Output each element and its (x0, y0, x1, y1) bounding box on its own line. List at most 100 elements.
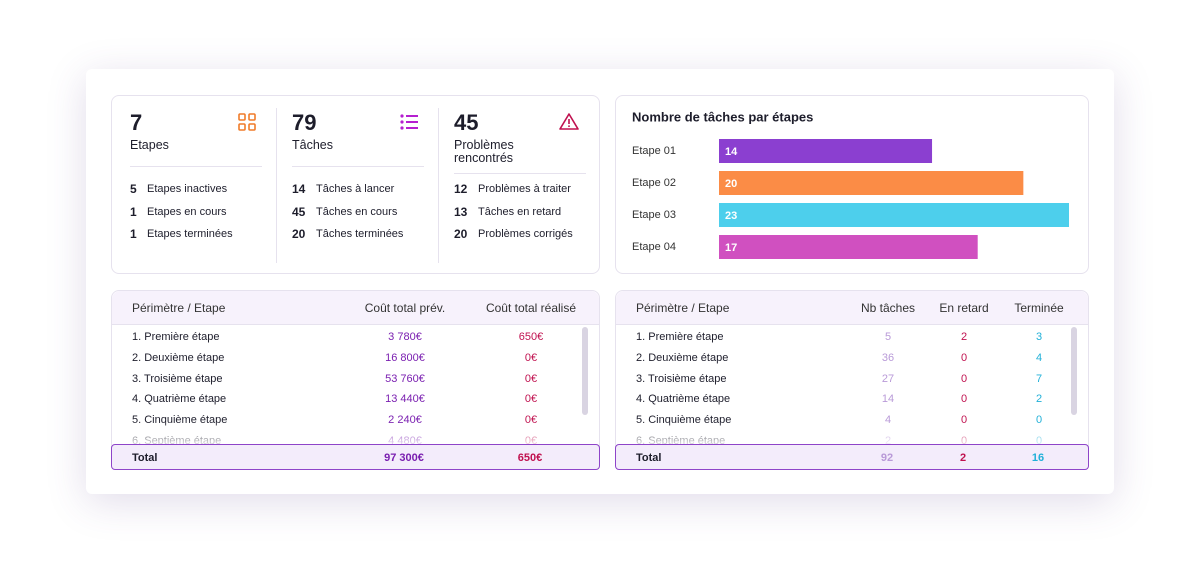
stat-value: 79 (292, 110, 317, 135)
cell: 3. Troisième étape (132, 372, 223, 385)
total-cell: 97 300€ (384, 452, 424, 464)
chart: Nombre de tâches par étapes Etape 01 14 Et… (632, 109, 1069, 259)
cell: 0 (960, 393, 968, 406)
total-row: Total 92 2 16 (615, 444, 1089, 470)
divider (276, 108, 277, 263)
divider (438, 108, 439, 263)
fade (616, 421, 1088, 444)
item-label: Tâches à lancer (316, 183, 395, 195)
item-value: 5 (130, 182, 137, 196)
item-label: Etapes en cours (147, 205, 227, 218)
scrollbar (1071, 327, 1077, 415)
table-costs: Périmètre / Etape Coût total prév. Coût to… (111, 290, 600, 470)
icon-list (400, 114, 418, 130)
cell: 2. Deuxième étape (636, 351, 729, 364)
item-value: 13 (454, 204, 468, 219)
stat-value: 45 (454, 110, 479, 135)
item-label: Tâches en retard (478, 205, 562, 218)
stat-label: Etapes (130, 138, 169, 152)
stat-label: Tâches (292, 138, 333, 152)
cell: 2 (960, 331, 968, 343)
table-body: 1. Première étape 3 780€ 650€ 2. Deuxième é… (112, 325, 599, 444)
cell: 13 440€ (385, 393, 425, 406)
cell: 27 (881, 372, 895, 385)
item-label: Problèmes corrigés (478, 228, 573, 240)
value-label: 23 (725, 210, 737, 222)
item-value: 1 (130, 204, 137, 219)
cell: 16 800€ (385, 351, 425, 364)
cell: 5 (884, 331, 892, 343)
cell: 0 (960, 351, 968, 364)
item-value: 20 (454, 227, 468, 241)
item-label: Etapes terminées (147, 228, 233, 240)
cell: 1. Première étape (132, 331, 220, 343)
cell: 3 (1035, 331, 1043, 343)
total-cell: 92 (880, 452, 894, 464)
category-label: Etape 01 (632, 145, 676, 157)
stats-card: 7 Etapes 5 Etapes inactives 1 Etapes en cours… (111, 95, 600, 274)
cell: 0€ (524, 372, 538, 385)
total-cell: Total (636, 452, 662, 464)
cell: 3. Troisième étape (636, 372, 727, 385)
cell: 7 (1035, 372, 1043, 385)
cell: 4. Quatrième étape (132, 393, 227, 406)
total-cell: Total (132, 452, 158, 464)
column-header: Coût total réalisé (485, 301, 577, 315)
total-row: Total 97 300€ 650€ (111, 444, 600, 470)
item-value: 1 (130, 227, 137, 241)
stat-label: Problèmes rencontrés (454, 138, 514, 165)
cell: 14 (881, 393, 895, 406)
cell: 53 760€ (385, 372, 425, 385)
cell: 0€ (524, 351, 538, 364)
column-header: Périmètre / Etape (636, 301, 730, 315)
stat-value: 7 (130, 110, 143, 135)
cell: 36 (881, 351, 895, 364)
table-header (616, 291, 1088, 325)
table-body: 1. Première étape 5 2 3 2. Deuxième étape 36 0… (616, 325, 1088, 444)
item-value: 12 (454, 182, 468, 196)
cell: 4. Quatrième étape (636, 393, 731, 406)
cell: 2. Deuxième étape (132, 351, 225, 364)
value-label: 17 (725, 242, 737, 254)
item-label: Etapes inactives (147, 183, 228, 195)
cell: 1. Première étape (636, 331, 724, 343)
table-header (112, 291, 599, 325)
scrollbar (582, 327, 588, 415)
table-tasks: Périmètre / Etape Nb tâches En retard Termi… (615, 290, 1089, 470)
separator (292, 166, 424, 167)
fade (112, 421, 599, 444)
column-header: Nb tâches (860, 301, 916, 315)
item-value: 14 (292, 182, 306, 196)
item-value: 45 (292, 204, 306, 219)
cell: 4 (1035, 351, 1043, 364)
total-cell: 16 (1031, 452, 1045, 464)
item-value: 20 (292, 227, 306, 241)
bar (719, 139, 933, 163)
total-cell: 650€ (517, 452, 543, 464)
category-label: Etape 04 (632, 241, 676, 253)
item-label: Tâches en cours (316, 205, 398, 218)
icon-warning (559, 113, 579, 130)
value-label: 14 (725, 146, 738, 158)
category-label: Etape 02 (632, 177, 676, 189)
column-header: Terminée (1014, 301, 1064, 315)
column-header: En retard (939, 301, 989, 315)
bar (719, 235, 978, 259)
chart-card: Nombre de tâches par étapes Etape 01 14 Et… (615, 95, 1089, 274)
item-label: Problèmes à traiter (478, 183, 571, 195)
column-header: Périmètre / Etape (132, 301, 226, 315)
cell: 2 (1035, 393, 1043, 406)
bar (719, 203, 1069, 227)
cell: 0€ (524, 393, 538, 406)
separator (454, 173, 586, 174)
bar (719, 171, 1024, 195)
separator (130, 166, 262, 167)
cell: 0 (904, 414, 1024, 426)
column-header: Coût total prév. (364, 301, 446, 315)
cell: 3 780€ (388, 331, 422, 343)
icon-grid (238, 113, 256, 131)
category-label: Etape 03 (632, 209, 676, 221)
cell: 0 (979, 414, 1088, 426)
cell: 4 (828, 414, 948, 426)
